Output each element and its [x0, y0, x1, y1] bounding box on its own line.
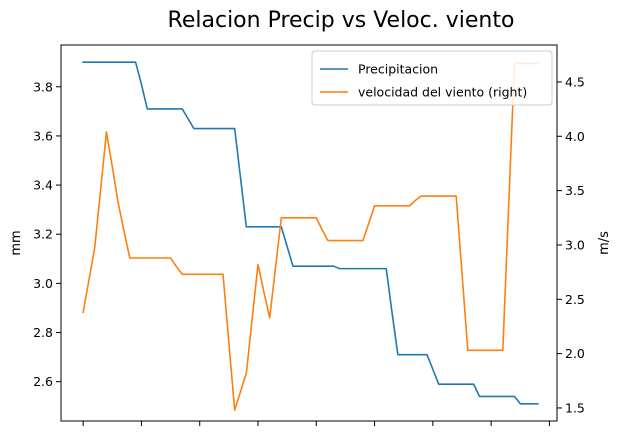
y-axis-label-right: m/s — [597, 231, 612, 255]
y-tick-label-right: 4.0 — [565, 129, 585, 144]
series-line-viento — [82, 62, 539, 411]
plot-frame — [60, 44, 558, 422]
y-tick-label-right: 1.5 — [565, 400, 585, 415]
legend-box — [311, 50, 553, 106]
y-tick-label-left: 3.8 — [33, 79, 53, 94]
chart-title: Relacion Precip vs Veloc. viento — [168, 8, 515, 33]
y-tick-label-left: 2.8 — [33, 325, 53, 340]
legend-label: velocidad del viento (right) — [358, 85, 527, 100]
y-tick-label-right: 4.5 — [565, 74, 585, 89]
y-tick-label-right: 2.0 — [565, 346, 585, 361]
legend: Precipitacion velocidad del viento (right… — [311, 50, 553, 106]
y-tick-label-right: 2.5 — [565, 292, 585, 307]
y-tick-label-right: 3.5 — [565, 183, 585, 198]
y-tick-label-left: 3.0 — [33, 276, 53, 291]
plot-content: 2.6 2.8 3.0 3.2 3.4 3.6 3.8 1.5 2.0 2.5 3.0 3.5 4.0 4… — [33, 61, 585, 426]
y-axis-label-left: mm — [9, 230, 24, 255]
y-tick-label-right: 3.0 — [565, 237, 585, 252]
y-tick-label-left: 2.6 — [33, 374, 53, 389]
y-tick-label-left: 3.6 — [33, 128, 53, 143]
y-tick-label-left: 3.2 — [33, 227, 53, 242]
y-tick-label-left: 3.4 — [33, 178, 53, 193]
legend-label: Precipitacion — [358, 62, 438, 77]
series-line-precipitacion — [82, 61, 539, 405]
